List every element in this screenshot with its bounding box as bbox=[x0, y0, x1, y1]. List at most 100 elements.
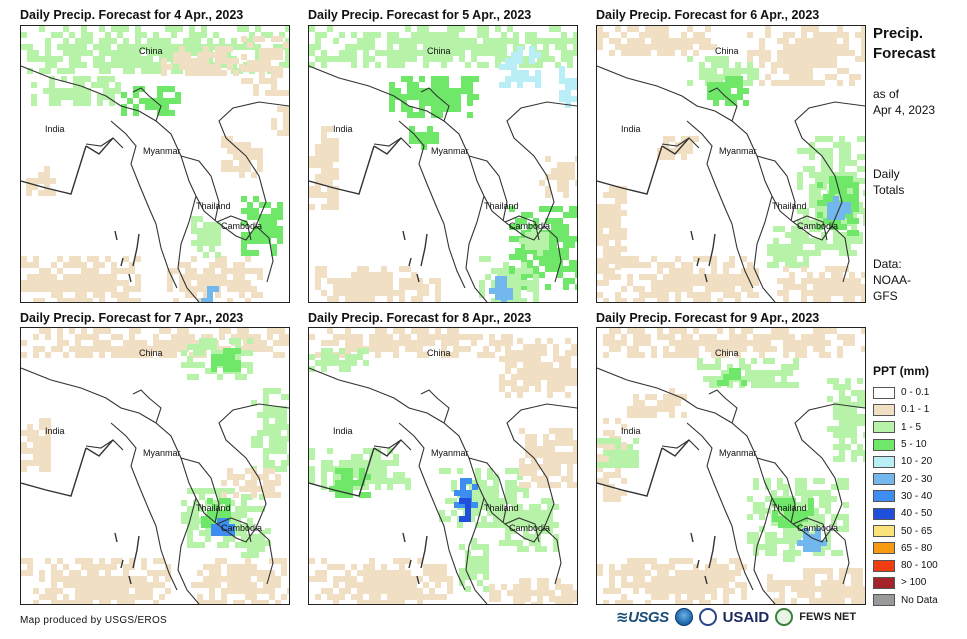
place-label-india: India bbox=[45, 124, 65, 134]
legend-swatch bbox=[873, 473, 895, 486]
legend-swatch bbox=[873, 594, 895, 607]
panel-title: Daily Precip. Forecast for 8 Apr., 2023 bbox=[308, 311, 532, 325]
place-label-cambodia: Cambodia bbox=[221, 523, 263, 533]
daily-totals: Daily Totals bbox=[873, 166, 904, 198]
legend-label: 0 - 0.1 bbox=[901, 387, 930, 399]
daily-totals-line: Daily bbox=[873, 167, 900, 181]
legend-swatch bbox=[873, 525, 895, 538]
place-label-thailand: Thailand bbox=[484, 503, 519, 513]
place-label-cambodia: Cambodia bbox=[509, 523, 551, 533]
legend-label: 1 - 5 bbox=[901, 421, 922, 433]
legend-item: > 100 bbox=[873, 574, 938, 591]
place-label-india: India bbox=[45, 426, 65, 436]
place-label-thailand: Thailand bbox=[196, 503, 231, 513]
panel-title: Daily Precip. Forecast for 5 Apr., 2023 bbox=[308, 8, 532, 22]
legend-item: 20 - 30 bbox=[873, 470, 938, 487]
map-credit: Map produced by USGS/EROS bbox=[20, 615, 168, 626]
data-source-line: Data: bbox=[873, 257, 902, 271]
coastline bbox=[21, 137, 140, 283]
coastline bbox=[21, 439, 140, 585]
precip-field bbox=[309, 328, 577, 604]
legend-swatch bbox=[873, 490, 895, 503]
place-label-india: India bbox=[333, 426, 353, 436]
legend-item: 0.1 - 1 bbox=[873, 401, 938, 418]
precip-field bbox=[21, 26, 289, 302]
fews-globe-icon bbox=[775, 608, 794, 626]
sidebar-title-line: Forecast bbox=[873, 45, 936, 62]
legend-label: 40 - 50 bbox=[901, 508, 933, 520]
precip-field bbox=[597, 26, 865, 302]
legend-label: 5 - 10 bbox=[901, 439, 927, 451]
data-source: Data: NOAA- GFS bbox=[873, 256, 911, 304]
sidebar-title-line: Precip. bbox=[873, 25, 924, 42]
place-label-india: India bbox=[333, 124, 353, 134]
place-label-cambodia: Cambodia bbox=[221, 221, 263, 231]
legend-label: 50 - 65 bbox=[901, 525, 933, 537]
legend-swatch bbox=[873, 421, 895, 434]
place-label-cambodia: Cambodia bbox=[797, 221, 839, 231]
as-of-value: Apr 4, 2023 bbox=[873, 103, 936, 117]
panel-title: Daily Precip. Forecast for 4 Apr., 2023 bbox=[20, 8, 244, 22]
country-borders bbox=[309, 65, 577, 302]
fews-net-logo: FEWS NET bbox=[799, 611, 857, 623]
precip-field bbox=[309, 26, 577, 302]
legend-item: 50 - 65 bbox=[873, 522, 938, 539]
logo-strip: ≋USGS USAID FEWS NET bbox=[616, 608, 856, 626]
data-source-line: GFS bbox=[873, 289, 898, 303]
place-label-myanmar: Myanmar bbox=[143, 448, 181, 458]
country-borders bbox=[597, 65, 865, 302]
legend-item: No Data bbox=[873, 592, 938, 609]
place-label-myanmar: Myanmar bbox=[143, 146, 181, 156]
panel-title: Daily Precip. Forecast for 6 Apr., 2023 bbox=[596, 8, 820, 22]
coastline bbox=[597, 439, 716, 585]
legend-item: 1 - 5 bbox=[873, 419, 938, 436]
coastline bbox=[597, 137, 716, 283]
place-label-myanmar: Myanmar bbox=[719, 448, 757, 458]
place-label-thailand: Thailand bbox=[772, 503, 807, 513]
legend-item: 80 - 100 bbox=[873, 557, 938, 574]
as-of-date: as of Apr 4, 2023 bbox=[873, 86, 935, 118]
country-borders bbox=[597, 367, 865, 604]
legend-item: 10 - 20 bbox=[873, 453, 938, 470]
country-borders bbox=[21, 367, 289, 604]
legend-swatch bbox=[873, 455, 895, 468]
legend-item: 65 - 80 bbox=[873, 540, 938, 557]
as-of-label: as of bbox=[873, 87, 900, 101]
legend-item: 5 - 10 bbox=[873, 436, 938, 453]
precip-legend: PPT (mm) 0 - 0.1 0.1 - 1 1 - 5 5 - 10 10 - 2… bbox=[873, 364, 938, 609]
legend-swatch bbox=[873, 576, 895, 589]
panel-title: Daily Precip. Forecast for 7 Apr., 2023 bbox=[20, 311, 244, 325]
data-source-line: NOAA- bbox=[873, 273, 912, 287]
forecast-map: China India Myanmar Thailand Cambodia bbox=[308, 25, 578, 303]
sidebar-title: Precip. Forecast bbox=[873, 24, 936, 64]
country-borders bbox=[309, 367, 577, 604]
forecast-map: China India Myanmar Thailand Cambodia bbox=[596, 25, 866, 303]
legend-item: 40 - 50 bbox=[873, 505, 938, 522]
place-label-china: China bbox=[715, 46, 739, 56]
precip-field bbox=[597, 328, 865, 604]
place-label-thailand: Thailand bbox=[484, 201, 519, 211]
agency-seal-icon bbox=[698, 608, 717, 626]
place-label-cambodia: Cambodia bbox=[797, 523, 839, 533]
place-label-myanmar: Myanmar bbox=[431, 448, 469, 458]
place-label-china: China bbox=[427, 46, 451, 56]
legend-label: No Data bbox=[901, 594, 938, 606]
precip-field bbox=[21, 328, 289, 604]
legend-title: PPT (mm) bbox=[873, 364, 930, 378]
legend-swatch bbox=[873, 542, 895, 555]
coastline bbox=[309, 137, 428, 283]
legend-label: 0.1 - 1 bbox=[901, 404, 930, 416]
noaa-logo-icon bbox=[674, 608, 693, 626]
forecast-map: China India Myanmar Thailand Cambodia bbox=[20, 327, 290, 605]
legend-label: 80 - 100 bbox=[901, 560, 938, 572]
legend-swatch bbox=[873, 559, 895, 572]
place-label-myanmar: Myanmar bbox=[431, 146, 469, 156]
usgs-logo: ≋USGS bbox=[616, 609, 669, 626]
legend-label: 30 - 40 bbox=[901, 490, 933, 502]
country-borders bbox=[21, 65, 289, 302]
place-label-cambodia: Cambodia bbox=[509, 221, 551, 231]
place-label-india: India bbox=[621, 124, 641, 134]
place-label-china: China bbox=[715, 348, 739, 358]
legend-item: 0 - 0.1 bbox=[873, 384, 938, 401]
usaid-logo: USAID bbox=[722, 608, 770, 626]
